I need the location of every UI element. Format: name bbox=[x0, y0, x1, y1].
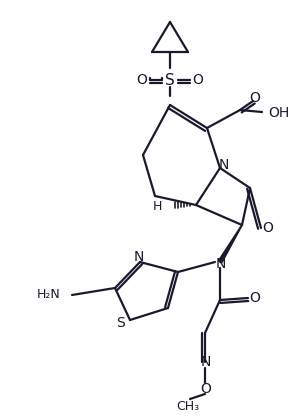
Text: N: N bbox=[216, 257, 226, 271]
Text: N: N bbox=[219, 158, 229, 172]
Text: N: N bbox=[201, 355, 211, 369]
Polygon shape bbox=[218, 225, 242, 263]
Text: O: O bbox=[250, 91, 260, 105]
Text: O: O bbox=[136, 73, 147, 87]
Text: O: O bbox=[201, 382, 212, 396]
Text: O: O bbox=[193, 73, 203, 87]
Text: H₂N: H₂N bbox=[36, 289, 60, 301]
Text: N: N bbox=[134, 250, 144, 264]
Text: O: O bbox=[250, 291, 260, 305]
Text: O: O bbox=[262, 221, 273, 235]
Text: S: S bbox=[116, 316, 125, 330]
Text: H: H bbox=[153, 199, 162, 213]
Text: OH: OH bbox=[268, 106, 289, 120]
Text: CH₃: CH₃ bbox=[176, 399, 200, 412]
Text: S: S bbox=[165, 73, 175, 88]
